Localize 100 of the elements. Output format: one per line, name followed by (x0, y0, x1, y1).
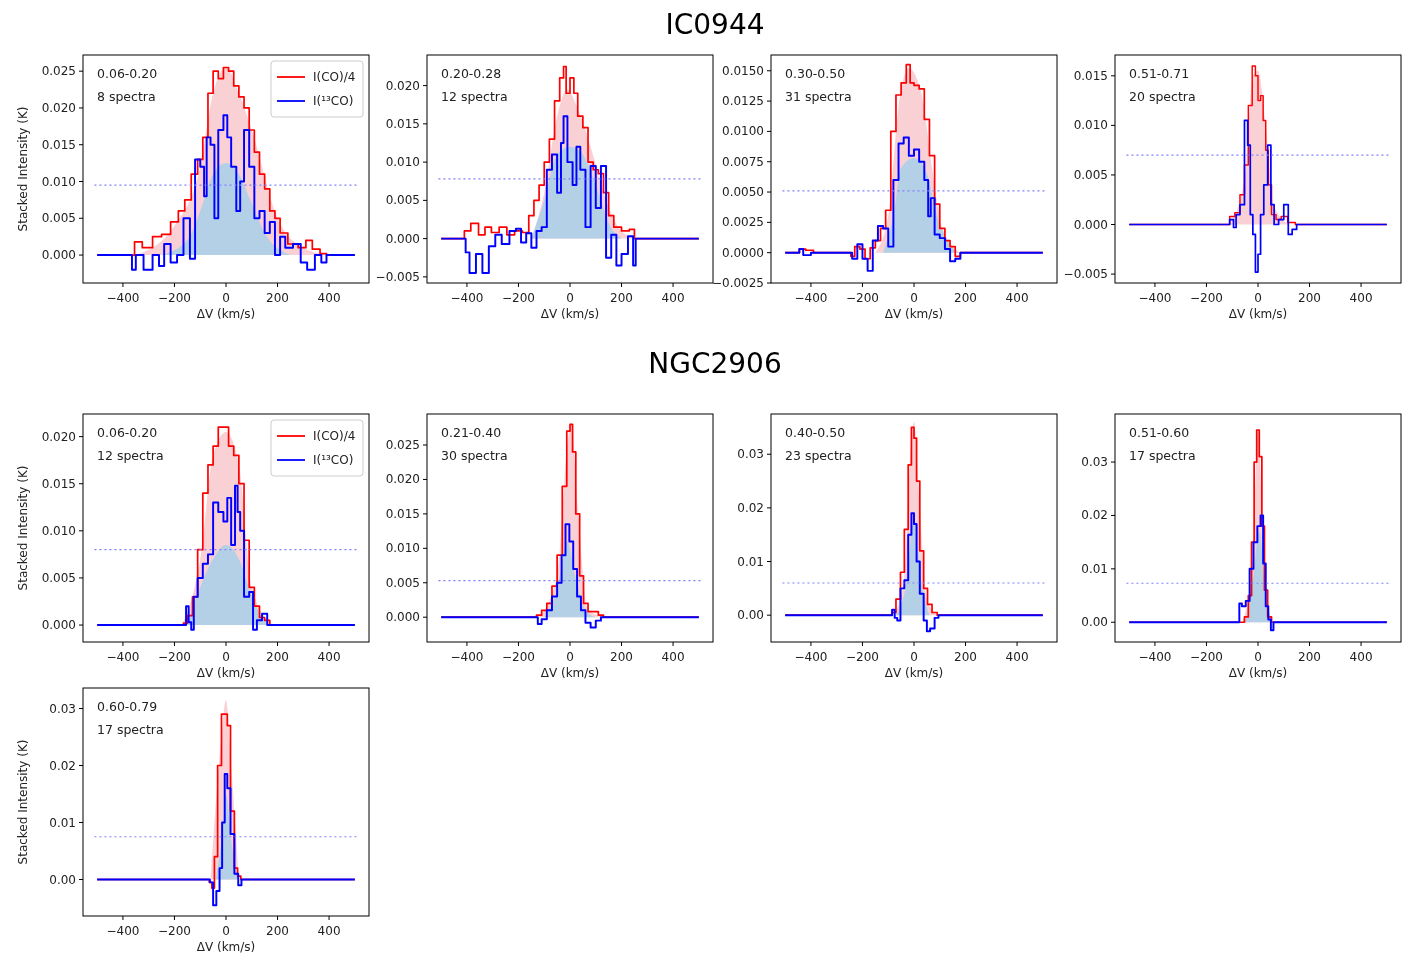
y-tick-label: 0.010 (385, 155, 420, 170)
y-tick-label: 0.020 (385, 472, 420, 487)
y-tick-label: −0.0025 (711, 276, 764, 290)
x-axis-title: ΔV (km/s) (884, 666, 944, 680)
annotation: 31 spectra (785, 89, 852, 104)
x-tick-label: 400 (661, 650, 685, 664)
x-tick-label: 0 (566, 650, 574, 664)
y-tick-label: 0.0000 (722, 245, 764, 260)
x-tick-label: 200 (610, 291, 633, 305)
y-tick-label: 0.015 (41, 137, 76, 152)
x-axis-title: ΔV (km/s) (884, 307, 944, 321)
y-tick-label: 0.000 (385, 610, 420, 625)
x-tick-label: −400 (106, 650, 140, 664)
annotation: 17 spectra (1129, 448, 1196, 463)
annotation: 0.06-0.20 (97, 66, 158, 81)
annotation: 20 spectra (1129, 89, 1196, 104)
x-tick-label: 200 (1298, 650, 1321, 664)
x-tick-label: 400 (661, 291, 685, 305)
y-tick-label: 0.000 (41, 618, 76, 633)
x-axis-title: ΔV (km/s) (196, 666, 256, 680)
x-tick-label: 400 (317, 924, 341, 938)
x-tick-label: −200 (157, 650, 191, 664)
x-tick-label: −400 (1138, 650, 1172, 664)
y-tick-label: 0.0100 (722, 124, 764, 139)
x-tick-label: 200 (266, 291, 289, 305)
annotation: 0.06-0.20 (97, 425, 158, 440)
y-tick-label: 0.000 (41, 248, 76, 263)
annotation: 23 spectra (785, 448, 852, 463)
y-tick-label: 0.0075 (722, 154, 764, 169)
x-tick-label: 400 (1005, 291, 1029, 305)
y-axis-title: Stacked Intensity (K) (16, 106, 30, 232)
x-tick-label: −200 (157, 291, 191, 305)
x-tick-label: 200 (610, 650, 633, 664)
x-tick-label: −200 (157, 924, 191, 938)
y-tick-label: 0.03 (1081, 455, 1108, 470)
x-tick-label: −200 (501, 650, 535, 664)
y-tick-label: 0.03 (737, 447, 764, 462)
y-tick-label: 0.02 (49, 758, 76, 773)
x-tick-label: −400 (450, 650, 484, 664)
y-tick-label: 0.01 (49, 815, 76, 830)
x-tick-label: 0 (566, 291, 574, 305)
y-tick-label: 0.010 (41, 523, 76, 538)
x-tick-label: 0 (222, 291, 230, 305)
annotation: 0.21-0.40 (441, 425, 502, 440)
chart-title: IC0944 (665, 8, 765, 41)
y-tick-label: 0.005 (41, 570, 76, 585)
x-tick-label: −400 (794, 650, 828, 664)
y-tick-label: 0.00 (1081, 615, 1108, 630)
y-tick-label: 0.005 (41, 211, 76, 226)
chart-title: NGC2906 (648, 347, 782, 380)
y-tick-label: 0.03 (49, 701, 76, 716)
y-tick-label: 0.0150 (722, 63, 764, 78)
y-tick-label: 0.0025 (722, 215, 764, 230)
annotation: 12 spectra (441, 89, 508, 104)
x-tick-label: 200 (266, 650, 289, 664)
y-tick-label: 0.005 (385, 193, 420, 208)
annotation: 0.20-0.28 (441, 66, 502, 81)
legend-label: I(¹³CO) (313, 94, 354, 108)
annotation: 30 spectra (441, 448, 508, 463)
y-tick-label: 0.0125 (722, 94, 764, 109)
annotation: 8 spectra (97, 89, 156, 104)
x-tick-label: 0 (1254, 650, 1262, 664)
x-tick-label: 0 (222, 924, 230, 938)
legend-label: I(¹³CO) (313, 453, 354, 467)
y-tick-label: 0.005 (385, 575, 420, 590)
y-tick-label: 0.02 (1081, 508, 1108, 523)
x-tick-label: −400 (450, 291, 484, 305)
y-tick-label: 0.00 (737, 608, 764, 623)
x-tick-label: 200 (954, 650, 977, 664)
annotation: 0.30-0.50 (785, 66, 846, 81)
legend-label: I(CO)/4 (313, 70, 356, 84)
y-tick-label: −0.005 (375, 269, 420, 284)
y-tick-label: 0.025 (41, 64, 76, 79)
y-axis-title: Stacked Intensity (K) (16, 739, 30, 865)
x-tick-label: −400 (106, 291, 140, 305)
x-tick-label: 0 (910, 650, 918, 664)
x-axis-title: ΔV (km/s) (196, 307, 256, 321)
annotation: 17 spectra (97, 722, 164, 737)
x-tick-label: −200 (845, 650, 879, 664)
y-tick-label: 0.0050 (722, 185, 764, 200)
x-tick-label: 200 (266, 924, 289, 938)
y-tick-label: 0.01 (737, 554, 764, 569)
y-tick-label: 0.005 (1073, 167, 1108, 182)
annotation: 12 spectra (97, 448, 164, 463)
y-tick-label: 0.025 (385, 438, 420, 452)
x-tick-label: −400 (1138, 291, 1172, 305)
y-tick-label: 0.020 (41, 100, 76, 115)
y-axis-title: Stacked Intensity (K) (16, 465, 30, 591)
y-tick-label: 0.01 (1081, 561, 1108, 576)
x-axis-title: ΔV (km/s) (196, 940, 256, 954)
y-tick-label: 0.015 (385, 506, 420, 521)
x-axis-title: ΔV (km/s) (1228, 666, 1288, 680)
y-tick-label: 0.000 (385, 231, 420, 246)
y-tick-label: 0.020 (385, 78, 420, 93)
x-tick-label: 200 (1298, 291, 1321, 305)
x-tick-label: 400 (317, 650, 341, 664)
x-tick-label: 400 (1349, 650, 1373, 664)
y-tick-label: 0.00 (49, 872, 76, 887)
x-tick-label: −200 (501, 291, 535, 305)
x-tick-label: −400 (106, 924, 140, 938)
